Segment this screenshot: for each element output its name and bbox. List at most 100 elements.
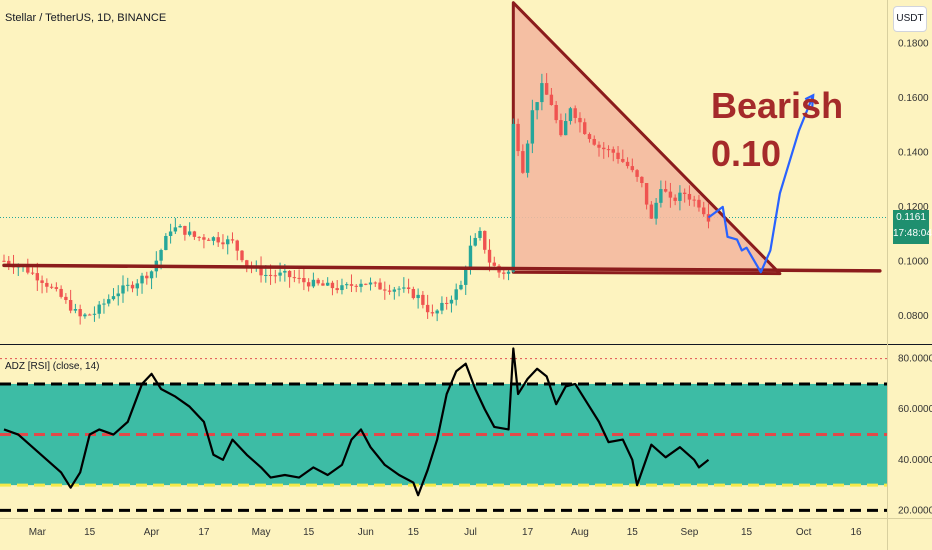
candle-body <box>416 294 420 299</box>
candle-body <box>421 294 425 305</box>
candle-body <box>206 239 211 241</box>
candle-body <box>521 151 525 173</box>
candle-body <box>702 207 706 215</box>
candle-body <box>544 83 549 95</box>
candle-body <box>516 123 520 152</box>
candle-body <box>116 293 120 297</box>
time-axis-tick-label: Sep <box>681 527 699 538</box>
candle-body <box>454 289 458 300</box>
candle-body <box>45 282 49 287</box>
candle-body <box>330 282 335 289</box>
candle-body <box>506 271 511 274</box>
time-axis-tick-label: 15 <box>84 527 96 538</box>
candle-body <box>459 284 463 290</box>
annotation-target: 0.10 <box>711 133 781 174</box>
candle-body <box>630 166 635 171</box>
candle-body <box>68 300 73 311</box>
time-axis-tick-label: May <box>252 527 271 538</box>
candle-body <box>549 94 554 105</box>
candle-body <box>611 149 615 153</box>
time-axis-tick-label: 17 <box>198 527 210 538</box>
candle-body <box>297 277 301 279</box>
candle-body <box>292 277 297 279</box>
candle-body <box>230 239 235 241</box>
candle-body <box>130 284 135 289</box>
time-axis-tick-label: Aug <box>571 527 589 538</box>
candle-body <box>173 227 178 232</box>
candle-body <box>49 286 54 288</box>
candle-body <box>525 143 530 173</box>
candle-body <box>378 282 382 290</box>
indicator-header[interactable]: ADZ [RSI] (close, 14) <box>5 361 100 372</box>
candle-body <box>340 285 344 291</box>
countdown-timer: 17:48:04 <box>893 228 932 239</box>
time-axis-tick-label: 15 <box>408 527 420 538</box>
candle-body <box>563 121 568 136</box>
candle-body <box>473 237 477 246</box>
candle-body <box>302 278 306 283</box>
candle-body <box>397 288 401 290</box>
candle-body <box>135 283 139 289</box>
candle-body <box>435 310 439 314</box>
candle-body <box>359 283 363 287</box>
candle-body <box>97 304 101 314</box>
candle-body <box>83 314 87 317</box>
candle-body <box>440 302 444 311</box>
candle-body <box>511 123 516 272</box>
candle-body <box>111 296 116 300</box>
candle-body <box>168 231 173 236</box>
symbol-header[interactable]: Stellar / TetherUS, 1D, BINANCE <box>5 12 167 24</box>
candle-body <box>2 260 6 262</box>
time-axis-tick-label: 16 <box>850 527 862 538</box>
candle-body <box>64 296 68 301</box>
rsi-axis-tick-label: 40.0000 <box>898 455 932 466</box>
candle-body <box>478 230 482 238</box>
price-axis-tick-label: 0.1200 <box>898 202 929 213</box>
time-axis-tick-label: Mar <box>29 527 47 538</box>
candle-body <box>668 191 673 198</box>
candle-body <box>335 288 339 291</box>
candle-body <box>306 282 311 287</box>
price-axis-tick-label: 0.1000 <box>898 256 929 267</box>
rsi-axis-tick-label: 80.0000 <box>898 354 932 365</box>
rsi-axis-tick-label: 60.0000 <box>898 404 932 415</box>
candle-body <box>583 122 587 135</box>
candle-body <box>202 237 206 240</box>
candle-body <box>487 249 492 263</box>
candle-body <box>287 270 292 278</box>
candle-body <box>444 302 449 304</box>
time-axis-tick-label: 15 <box>627 527 639 538</box>
currency-button[interactable]: USDT <box>893 6 927 32</box>
candle-body <box>121 285 125 294</box>
candle-body <box>673 197 677 201</box>
candle-body <box>449 299 454 304</box>
candle-body <box>264 274 268 276</box>
candle-body <box>325 282 330 286</box>
candle-body <box>107 299 111 304</box>
candle-body <box>35 273 40 281</box>
candle-body <box>40 280 44 283</box>
candle-body <box>192 231 197 237</box>
candle-body <box>354 285 358 287</box>
candle-body <box>492 262 496 266</box>
candle-body <box>402 287 406 289</box>
candle-body <box>592 139 596 145</box>
candle-body <box>102 303 106 305</box>
candle-body <box>87 314 92 316</box>
time-axis-tick-label: 15 <box>303 527 315 538</box>
candle-body <box>283 270 287 273</box>
candle-body <box>221 242 225 245</box>
candle-body <box>540 83 544 103</box>
candle-body <box>245 260 249 266</box>
candle-body <box>30 272 35 274</box>
candle-body <box>587 134 592 140</box>
time-axis-tick-label: 17 <box>522 527 534 538</box>
candle-body <box>145 275 149 279</box>
candle-body <box>183 225 187 235</box>
time-axis-tick-label: Oct <box>796 527 812 538</box>
candle-body <box>240 250 244 261</box>
price-axis-tick-label: 0.1400 <box>898 147 929 158</box>
candle-body <box>268 274 273 276</box>
candle-body <box>126 284 130 286</box>
